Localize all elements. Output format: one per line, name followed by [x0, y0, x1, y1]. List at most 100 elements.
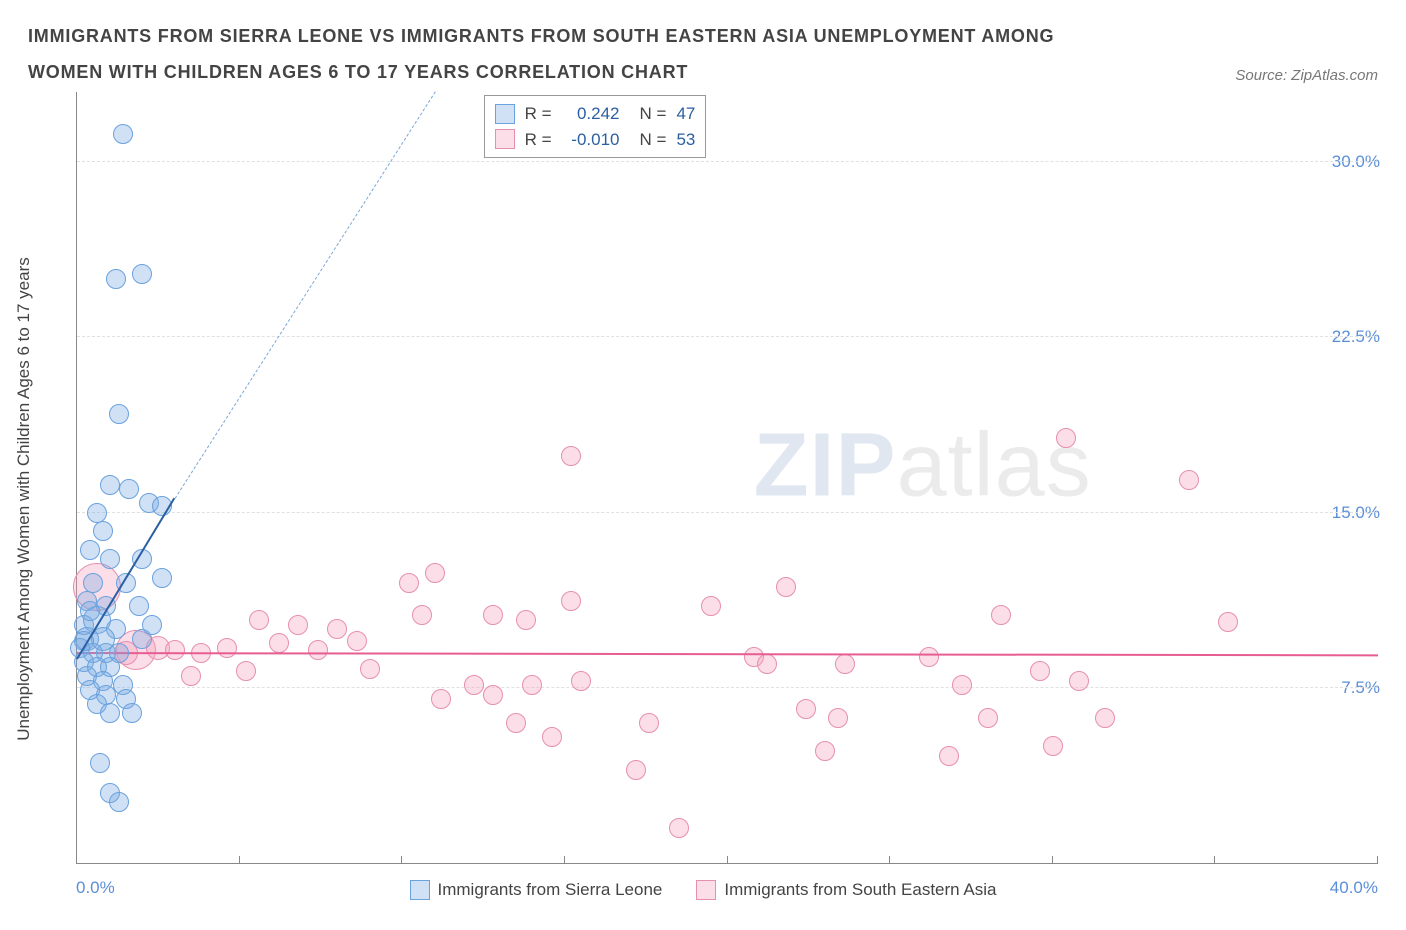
- stat-n-value: 47: [676, 101, 695, 127]
- chart-header: IMMIGRANTS FROM SIERRA LEONE VS IMMIGRAN…: [0, 0, 1406, 90]
- data-point: [152, 568, 172, 588]
- watermark-zip: ZIP: [754, 415, 897, 515]
- data-point: [483, 605, 503, 625]
- stat-n-value: 53: [676, 127, 695, 153]
- data-point: [828, 708, 848, 728]
- stat-r-label: R =: [525, 127, 552, 153]
- data-point: [1069, 671, 1089, 691]
- stat-n-label: N =: [640, 101, 667, 127]
- trend-line-extension: [174, 91, 435, 498]
- x-tick-mark: [889, 856, 890, 864]
- y-tick-label: 30.0%: [1332, 152, 1380, 172]
- data-point: [100, 475, 120, 495]
- data-point: [109, 792, 129, 812]
- data-point: [561, 591, 581, 611]
- data-point: [100, 703, 120, 723]
- data-point: [165, 640, 185, 660]
- data-point: [87, 503, 107, 523]
- data-point: [236, 661, 256, 681]
- source-prefix: Source:: [1235, 67, 1291, 84]
- data-point: [1179, 470, 1199, 490]
- data-point: [796, 699, 816, 719]
- data-point: [431, 689, 451, 709]
- x-tick-mark: [1052, 856, 1053, 864]
- data-point: [571, 671, 591, 691]
- data-point: [399, 573, 419, 593]
- watermark: ZIPatlas: [754, 414, 1092, 517]
- data-point: [119, 479, 139, 499]
- stat-r-value: 0.242: [562, 101, 620, 127]
- data-point: [835, 654, 855, 674]
- data-point: [701, 596, 721, 616]
- x-tick-mark: [401, 856, 402, 864]
- legend-swatch: [495, 129, 515, 149]
- data-point: [100, 549, 120, 569]
- x-tick-mark: [727, 856, 728, 864]
- data-point: [542, 727, 562, 747]
- data-point: [464, 675, 484, 695]
- data-point: [952, 675, 972, 695]
- y-axis-label: Unemployment Among Women with Children A…: [14, 257, 34, 741]
- grid-line: [77, 512, 1378, 513]
- data-point: [80, 540, 100, 560]
- legend-swatch-pink: [696, 880, 716, 900]
- data-point: [83, 573, 103, 593]
- data-point: [106, 269, 126, 289]
- data-point: [978, 708, 998, 728]
- data-point: [1218, 612, 1238, 632]
- data-point: [347, 631, 367, 651]
- legend-swatch-blue: [410, 880, 430, 900]
- data-point: [122, 703, 142, 723]
- data-point: [90, 753, 110, 773]
- data-point: [80, 601, 100, 621]
- data-point: [516, 610, 536, 630]
- data-point: [288, 615, 308, 635]
- data-point: [412, 605, 432, 625]
- data-point: [360, 659, 380, 679]
- data-point: [639, 713, 659, 733]
- data-point: [93, 521, 113, 541]
- data-point: [113, 124, 133, 144]
- data-point: [425, 563, 445, 583]
- data-point: [991, 605, 1011, 625]
- data-point: [181, 666, 201, 686]
- y-tick-label: 15.0%: [1332, 503, 1380, 523]
- x-tick-mark: [239, 856, 240, 864]
- y-tick-label: 7.5%: [1341, 678, 1380, 698]
- grid-line: [77, 687, 1378, 688]
- data-point: [757, 654, 777, 674]
- grid-line: [77, 336, 1378, 337]
- stats-legend: R =0.242N =47R =-0.010N =53: [484, 95, 707, 158]
- data-point: [669, 818, 689, 838]
- source-name: ZipAtlas.com: [1291, 67, 1378, 84]
- plot-region: ZIPatlas 7.5% 15.0% 22.5% 30.0% R = 0.242 N =…: [76, 92, 1378, 864]
- data-point: [269, 633, 289, 653]
- data-point: [308, 640, 328, 660]
- chart-title: IMMIGRANTS FROM SIERRA LEONE VS IMMIGRAN…: [28, 18, 1108, 90]
- grid-line: [77, 161, 1378, 162]
- data-point: [327, 619, 347, 639]
- legend-swatch: [495, 104, 515, 124]
- data-point: [626, 760, 646, 780]
- data-point: [506, 713, 526, 733]
- stat-r-label: R =: [525, 101, 552, 127]
- data-point: [815, 741, 835, 761]
- data-point: [919, 647, 939, 667]
- data-point: [1056, 428, 1076, 448]
- data-point: [1043, 736, 1063, 756]
- data-point: [1030, 661, 1050, 681]
- data-point: [129, 596, 149, 616]
- legend-item-pink: Immigrants from South Eastern Asia: [696, 880, 996, 900]
- data-point: [939, 746, 959, 766]
- y-tick-label: 22.5%: [1332, 327, 1380, 347]
- trend-line: [77, 652, 1378, 656]
- chart-area: Unemployment Among Women with Children A…: [28, 92, 1378, 906]
- legend-item-blue: Immigrants from Sierra Leone: [410, 880, 663, 900]
- series-legend: Immigrants from Sierra Leone Immigrants …: [28, 880, 1378, 900]
- chart-source: Source: ZipAtlas.com: [1235, 67, 1378, 84]
- data-point: [522, 675, 542, 695]
- stats-legend-row: R = 0.242 N = 47: [495, 101, 696, 127]
- legend-label-pink: Immigrants from South Eastern Asia: [724, 880, 996, 900]
- x-tick-mark: [1377, 856, 1378, 864]
- x-tick-mark: [564, 856, 565, 864]
